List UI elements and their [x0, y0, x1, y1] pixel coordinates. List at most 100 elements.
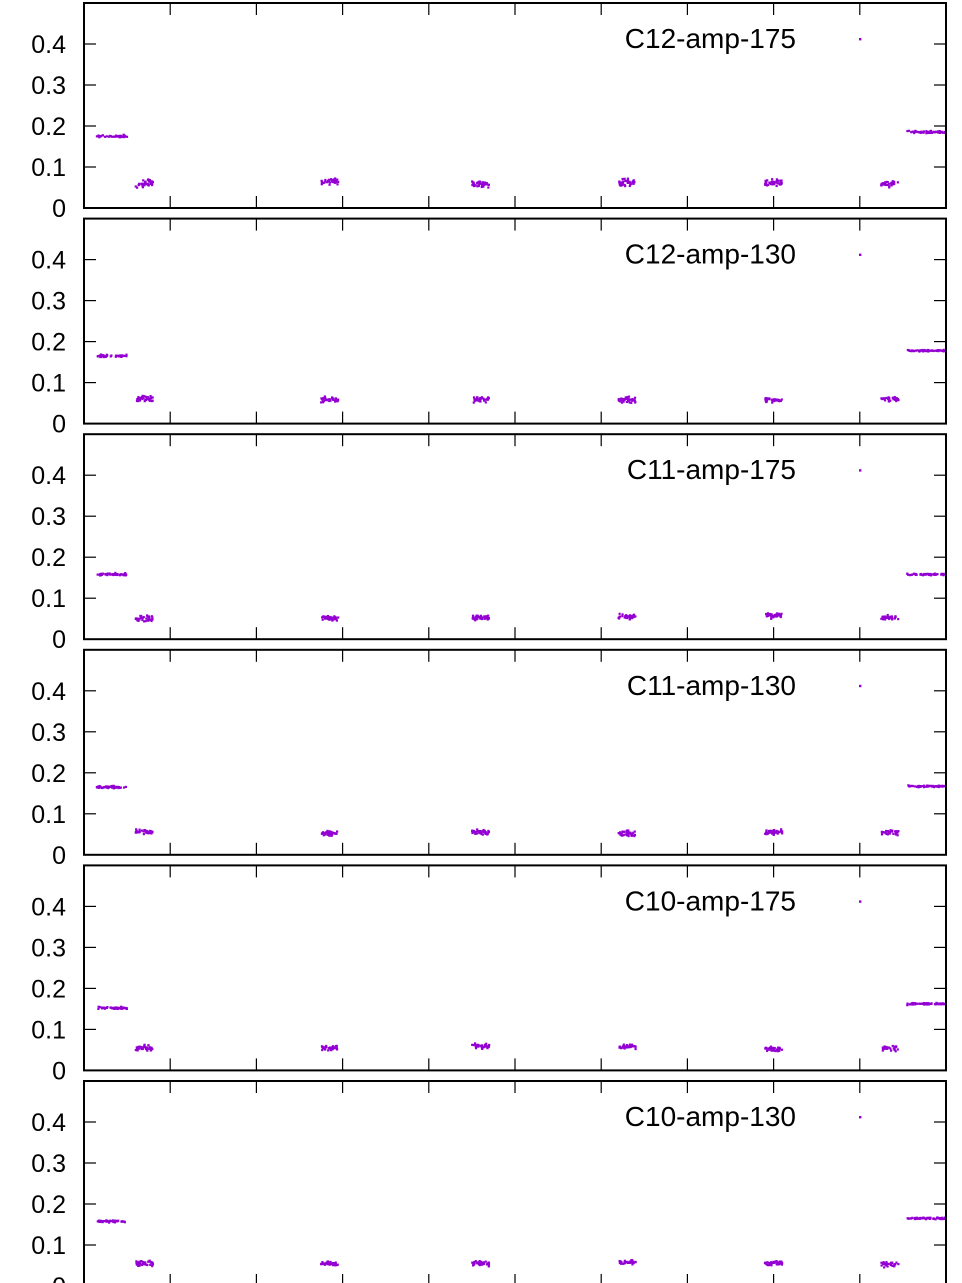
data-point: [888, 832, 891, 835]
data-point: [109, 1006, 112, 1009]
data-point: [113, 135, 116, 138]
data-point: [137, 831, 140, 834]
data-point: [781, 830, 784, 833]
data-point: [473, 831, 476, 834]
data-point: [119, 1007, 123, 1010]
data-point: [323, 617, 327, 620]
data-point: [928, 1217, 932, 1221]
data-point: [478, 180, 481, 183]
data-point: [910, 131, 913, 134]
data-point: [485, 181, 488, 185]
data-point: [336, 183, 339, 186]
data-point: [473, 829, 476, 833]
data-point: [151, 830, 154, 833]
y-tick-label: 0.3: [31, 934, 66, 962]
data-point: [771, 178, 774, 181]
data-point: [141, 1263, 144, 1267]
data-point: [141, 397, 144, 401]
y-tick-label: 0.2: [31, 544, 66, 572]
data-point: [765, 181, 768, 184]
data-point: [123, 572, 126, 576]
data-point: [143, 1044, 146, 1047]
data-point: [325, 616, 328, 619]
data-point: [476, 1262, 479, 1265]
data-point: [941, 349, 945, 352]
data-point: [920, 785, 924, 788]
data-point: [106, 572, 109, 575]
data-point: [116, 1007, 120, 1010]
data-point: [484, 1260, 487, 1263]
data-point: [771, 180, 774, 183]
data-point: [148, 1046, 152, 1049]
data-point: [149, 182, 152, 186]
data-point: [626, 396, 629, 399]
data-point: [772, 616, 775, 619]
data-point: [110, 1220, 113, 1223]
data-point: [776, 1049, 780, 1052]
data-point: [480, 396, 483, 399]
data-point: [772, 399, 776, 403]
data-point: [320, 1263, 323, 1266]
data-point: [768, 612, 771, 616]
data-point: [770, 1264, 773, 1267]
legend-marker: [859, 38, 862, 41]
data-point: [906, 129, 909, 133]
data-point: [626, 1045, 629, 1048]
series-points: [96, 571, 947, 623]
data-point: [623, 830, 626, 833]
data-point: [619, 400, 622, 403]
data-point: [478, 1260, 481, 1263]
data-point: [907, 129, 911, 132]
data-point: [921, 573, 924, 576]
data-point: [774, 181, 777, 184]
data-point: [629, 1044, 633, 1048]
data-point: [629, 181, 632, 184]
data-point: [884, 615, 887, 618]
data-point: [96, 355, 100, 358]
data-point: [941, 1217, 944, 1221]
data-point: [913, 785, 916, 788]
panel-frame: [83, 433, 947, 641]
data-point: [889, 829, 892, 832]
data-point: [109, 785, 112, 788]
data-point: [922, 784, 926, 787]
data-point: [627, 397, 630, 401]
data-point: [142, 616, 145, 619]
data-point: [473, 398, 476, 401]
data-point: [134, 185, 137, 188]
data-point: [330, 178, 333, 181]
data-point: [486, 1262, 489, 1265]
data-point: [618, 612, 621, 615]
y-tick-label: 0.4: [31, 1109, 66, 1137]
data-point: [929, 784, 932, 787]
data-point: [324, 1048, 327, 1051]
data-point: [136, 186, 139, 189]
data-point: [111, 1219, 115, 1222]
data-point: [766, 1049, 769, 1052]
data-point: [134, 617, 137, 620]
data-point: [627, 834, 630, 838]
data-point: [630, 617, 633, 620]
data-point: [474, 1042, 477, 1045]
data-point: [473, 618, 476, 621]
legend-label: C11-amp-175: [627, 454, 796, 485]
data-point: [331, 831, 335, 834]
data-point: [881, 1046, 884, 1049]
data-point: [880, 833, 884, 836]
data-point: [775, 1259, 778, 1263]
data-point: [895, 399, 898, 403]
data-point: [333, 181, 336, 184]
data-point: [628, 617, 631, 620]
data-point: [764, 179, 767, 182]
data-point: [479, 1262, 482, 1265]
data-point: [135, 1048, 139, 1051]
data-point: [98, 786, 101, 789]
data-point: [628, 401, 631, 404]
data-point: [103, 1220, 106, 1223]
data-point: [766, 612, 770, 615]
data-point: [147, 183, 150, 186]
data-point: [631, 1261, 634, 1264]
data-point: [139, 1045, 142, 1048]
data-point: [621, 177, 624, 181]
data-point: [780, 1260, 783, 1263]
